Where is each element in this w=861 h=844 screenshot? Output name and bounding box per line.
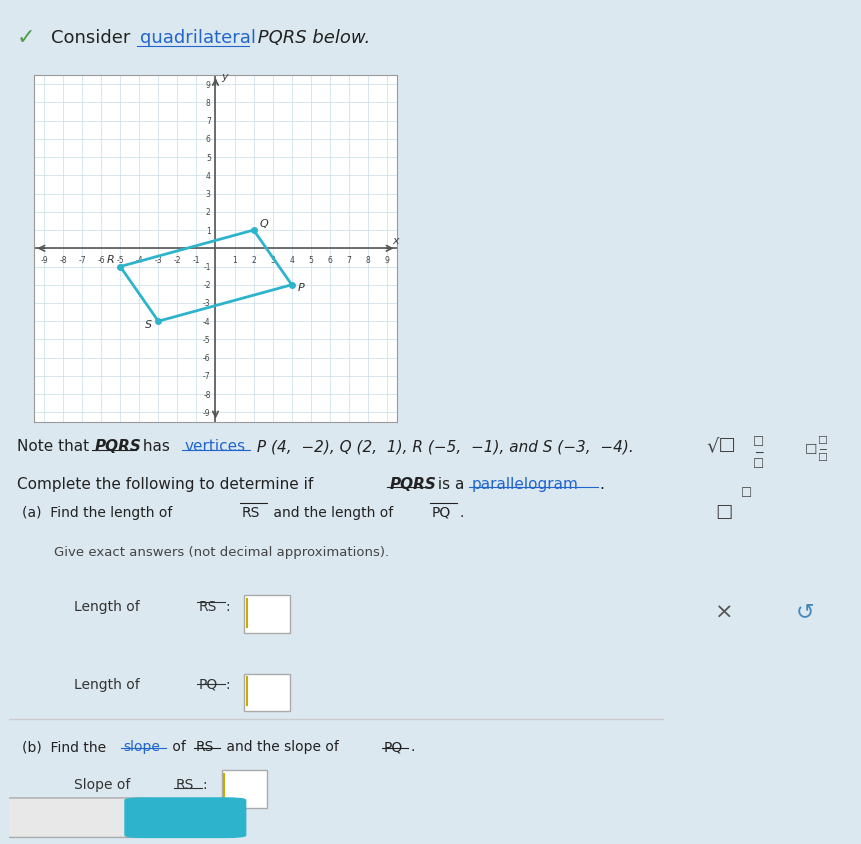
- Text: has: has: [138, 439, 175, 454]
- Text: P: P: [297, 283, 304, 293]
- Text: PQ: PQ: [383, 739, 402, 754]
- Text: .: .: [410, 739, 414, 754]
- Text: -8: -8: [203, 390, 210, 399]
- Text: RS: RS: [176, 776, 194, 791]
- Text: RS: RS: [198, 599, 217, 613]
- Text: :: :: [226, 599, 235, 613]
- Text: -1: -1: [193, 256, 200, 264]
- Text: S: S: [145, 319, 152, 329]
- FancyBboxPatch shape: [245, 674, 290, 711]
- Text: 1: 1: [206, 226, 210, 235]
- Text: 1: 1: [232, 256, 237, 264]
- Text: Complete the following to determine if: Complete the following to determine if: [17, 476, 318, 491]
- Text: Q: Q: [259, 219, 268, 229]
- Text: Check: Check: [162, 809, 208, 824]
- Text: -4: -4: [135, 256, 143, 264]
- Text: PQ: PQ: [198, 677, 218, 691]
- Text: Explanation: Explanation: [32, 809, 115, 824]
- Text: Give exact answers (not decimal approximations).: Give exact answers (not decimal approxim…: [54, 546, 389, 559]
- Text: and the slope of: and the slope of: [221, 739, 343, 754]
- Text: 4: 4: [289, 256, 294, 264]
- Text: -6: -6: [97, 256, 105, 264]
- Text: ☐
─
☐: ☐ ─ ☐: [816, 436, 827, 463]
- Text: ✓: ✓: [17, 28, 35, 48]
- Text: Note that: Note that: [17, 439, 94, 454]
- Text: .: .: [459, 505, 463, 519]
- FancyBboxPatch shape: [221, 771, 267, 808]
- Text: P (4,  −2), Q (2,  1), R (−5,  −1), and S (−3,  −4).: P (4, −2), Q (2, 1), R (−5, −1), and S (…: [251, 439, 633, 454]
- Text: R: R: [107, 255, 115, 265]
- Text: Length of: Length of: [74, 677, 144, 691]
- Text: 7: 7: [206, 117, 210, 126]
- Text: -3: -3: [154, 256, 162, 264]
- Text: ↺: ↺: [795, 602, 814, 622]
- Text: and the length of: and the length of: [269, 505, 398, 519]
- Text: 5: 5: [308, 256, 313, 264]
- Text: ☐
─
☐: ☐ ─ ☐: [752, 436, 764, 470]
- Text: of: of: [168, 739, 189, 754]
- Text: -6: -6: [203, 354, 210, 363]
- Text: quadrilateral: quadrilateral: [139, 29, 255, 47]
- Text: 4: 4: [206, 171, 210, 181]
- Text: Length of: Length of: [74, 599, 144, 613]
- Text: y: y: [221, 72, 227, 82]
- Text: -9: -9: [203, 408, 210, 418]
- Text: 9: 9: [384, 256, 389, 264]
- Text: RS: RS: [241, 505, 259, 519]
- Text: PQ: PQ: [430, 505, 450, 519]
- Text: PQRS: PQRS: [389, 476, 436, 491]
- Text: 3: 3: [206, 190, 210, 199]
- Text: 7: 7: [346, 256, 351, 264]
- Text: (a)  Find the length of: (a) Find the length of: [22, 505, 177, 519]
- Text: vertices: vertices: [184, 439, 245, 454]
- Text: -8: -8: [59, 256, 67, 264]
- Text: parallelogram: parallelogram: [471, 476, 578, 491]
- Text: Slope of: Slope of: [74, 776, 134, 791]
- Text: ☐: ☐: [715, 503, 732, 522]
- Text: -2: -2: [203, 281, 210, 289]
- Text: is a: is a: [432, 476, 468, 491]
- Text: -9: -9: [40, 256, 47, 264]
- Text: RS: RS: [195, 739, 214, 754]
- Text: 6: 6: [327, 256, 331, 264]
- Text: ☐: ☐: [740, 486, 752, 499]
- Text: -5: -5: [203, 336, 210, 344]
- Text: -4: -4: [203, 317, 210, 327]
- Text: x: x: [393, 235, 399, 246]
- FancyBboxPatch shape: [125, 798, 245, 837]
- Text: ☐: ☐: [804, 442, 817, 457]
- Text: 8: 8: [365, 256, 370, 264]
- Text: √☐: √☐: [706, 436, 736, 454]
- Text: ×: ×: [714, 602, 733, 622]
- Text: 2: 2: [251, 256, 256, 264]
- Text: 5: 5: [206, 154, 210, 162]
- Text: -3: -3: [203, 299, 210, 308]
- Text: -7: -7: [78, 256, 86, 264]
- Text: .: .: [599, 476, 604, 491]
- Text: 6: 6: [206, 135, 210, 144]
- Text: :: :: [203, 776, 212, 791]
- Text: Consider: Consider: [51, 29, 136, 47]
- Text: -2: -2: [173, 256, 181, 264]
- Text: PQRS: PQRS: [95, 439, 141, 454]
- Text: -5: -5: [116, 256, 124, 264]
- Text: :: :: [226, 677, 235, 691]
- Text: 3: 3: [269, 256, 275, 264]
- FancyBboxPatch shape: [245, 596, 290, 633]
- Text: -1: -1: [203, 262, 210, 272]
- Text: PQRS below.: PQRS below.: [251, 29, 369, 47]
- Text: 8: 8: [206, 99, 210, 108]
- Text: -7: -7: [203, 372, 210, 381]
- Text: (b)  Find the: (b) Find the: [22, 739, 110, 754]
- FancyBboxPatch shape: [0, 798, 155, 837]
- Text: 9: 9: [206, 80, 210, 89]
- Text: slope: slope: [123, 739, 160, 754]
- Text: 2: 2: [206, 208, 210, 217]
